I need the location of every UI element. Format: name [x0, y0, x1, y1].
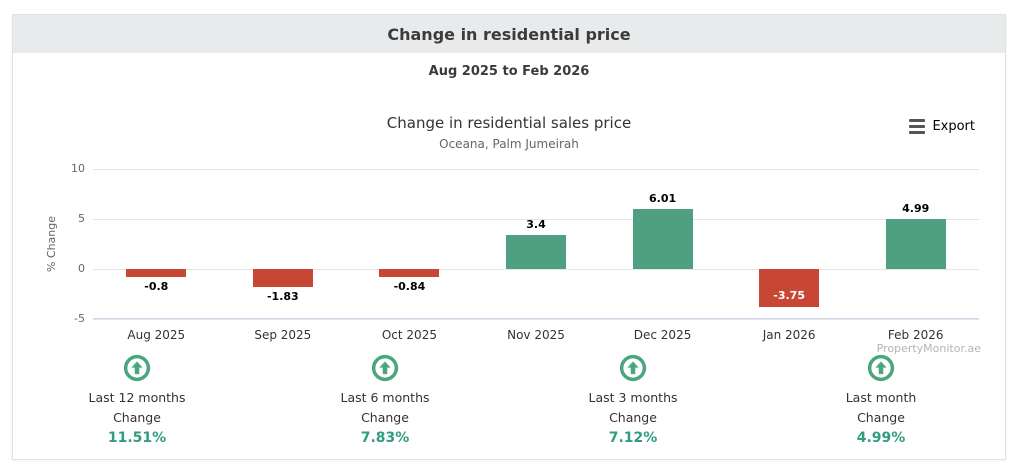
y-axis-tick-label: 5 — [78, 212, 85, 225]
x-axis-label: Jan 2026 — [762, 328, 816, 342]
arrow-up-circle-icon — [371, 354, 399, 382]
x-axis-label: Nov 2025 — [507, 328, 565, 342]
panel-body: Aug 2025 to Feb 2026 Change in residenti… — [13, 53, 1005, 459]
watermark: PropertyMonitor.ae — [876, 342, 981, 355]
stat-value: 7.12% — [608, 430, 658, 446]
menu-icon — [909, 119, 926, 134]
stat-label: Last 6 months — [340, 390, 430, 405]
stat-last-3-months: Last 3 months Change 7.12% — [509, 354, 757, 449]
grid-line — [93, 319, 979, 320]
chart-bar-sep-2025[interactable] — [252, 269, 313, 288]
stat-label: Last month — [845, 390, 917, 405]
residential-price-panel: Change in residential price Aug 2025 to … — [12, 14, 1006, 460]
arrow-up-circle-icon — [867, 354, 895, 382]
y-axis-tick-label: 10 — [71, 162, 85, 175]
bar-value-label: 6.01 — [648, 191, 677, 205]
bar-value-label: -0.84 — [393, 280, 426, 294]
grid-line — [93, 169, 979, 170]
page-title: Change in residential price — [387, 24, 631, 44]
grid-line — [93, 219, 979, 220]
grid-line — [93, 269, 979, 270]
panel-header: Change in residential price — [13, 15, 1005, 53]
stat-label: Last 12 months — [88, 390, 186, 405]
export-button-label: Export — [932, 119, 975, 134]
arrow-up-circle-icon — [619, 354, 647, 382]
chart-bar-jan-2026[interactable] — [759, 269, 820, 307]
stat-value: 4.99% — [856, 430, 906, 446]
stat-value: 11.51% — [107, 430, 167, 446]
stat-last-month: Last month Change 4.99% — [757, 354, 1005, 449]
chart-bar-dec-2025[interactable] — [632, 208, 693, 269]
x-axis-label: Dec 2025 — [633, 328, 692, 342]
chart-bar-aug-2025[interactable] — [126, 269, 187, 277]
stat-label: Last 3 months — [588, 390, 678, 405]
bar-chart-plot-area: PropertyMonitor.ae 10 5 0 -5 -0.8 Aug 2025 -1.… — [71, 162, 981, 355]
export-button[interactable]: Export — [909, 119, 975, 134]
y-axis-tick-label: 0 — [78, 262, 85, 275]
stat-value: 7.83% — [360, 430, 410, 446]
chart-bar-oct-2025[interactable] — [379, 269, 440, 278]
stat-sublabel: Change — [361, 410, 409, 425]
bar-value-label: 3.4 — [526, 218, 546, 231]
arrow-up-circle-icon — [123, 354, 151, 382]
bar-value-label: -0.8 — [144, 280, 169, 293]
stat-sublabel: Change — [609, 410, 657, 425]
chart-title: Change in residential sales price — [386, 114, 632, 132]
bar-value-label: -3.75 — [773, 288, 805, 302]
summary-stats-row: Last 12 months Change 11.51% Last 6 mont… — [13, 354, 1005, 449]
stat-last-6-months: Last 6 months Change 7.83% — [261, 354, 509, 449]
x-axis-label: Oct 2025 — [381, 328, 437, 342]
stat-last-12-months: Last 12 months Change 11.51% — [13, 354, 261, 449]
bar-value-label: 4.99 — [902, 202, 930, 216]
chart-bar-nov-2025[interactable] — [506, 235, 566, 269]
chart-bar-feb-2026[interactable] — [885, 219, 946, 269]
x-axis-label: Sep 2025 — [254, 328, 312, 342]
stat-sublabel: Change — [857, 410, 905, 425]
date-range-subtitle: Aug 2025 to Feb 2026 — [428, 64, 590, 79]
x-axis-label: Aug 2025 — [127, 328, 186, 342]
x-axis-label: Feb 2026 — [887, 328, 944, 342]
chart-subtitle: Oceana, Palm Jumeirah — [439, 137, 579, 151]
y-axis-tick-label: -5 — [74, 312, 85, 325]
stat-sublabel: Change — [113, 410, 161, 425]
bar-value-label: -1.83 — [266, 290, 299, 304]
